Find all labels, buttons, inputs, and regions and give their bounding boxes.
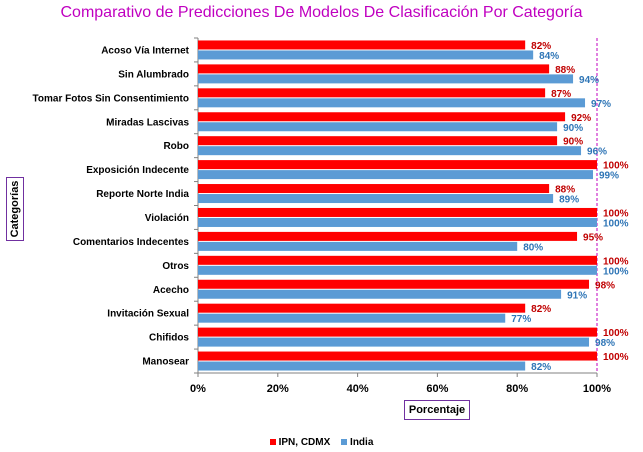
bar-ipn-cdmx — [198, 64, 550, 74]
category-label: Robo — [163, 141, 189, 152]
data-label-india: 82% — [531, 362, 551, 373]
data-label-india: 96% — [587, 147, 607, 158]
bar-ipn-cdmx — [198, 327, 597, 337]
data-label-india: 91% — [567, 290, 587, 301]
category-label: Invitación Sexual — [107, 309, 189, 320]
data-label-india: 80% — [523, 242, 543, 253]
category-label: Manosear — [142, 357, 189, 368]
legend-label-india: India — [350, 437, 374, 448]
bar-ipn-cdmx — [198, 279, 590, 289]
category-label: Sin Alumbrado — [118, 69, 189, 80]
x-tick-label: 60% — [426, 383, 448, 395]
x-axis-title: Porcentaje — [404, 400, 470, 420]
bar-india — [198, 313, 506, 323]
data-label-ipn-cdmx: 88% — [555, 185, 575, 196]
data-label-ipn-cdmx: 87% — [551, 89, 571, 100]
bar-ipn-cdmx — [198, 351, 597, 361]
bar-ipn-cdmx — [198, 303, 526, 313]
category-label: Acoso Vía Internet — [101, 45, 189, 56]
legend-label-ipn: IPN, CDMX — [278, 437, 331, 448]
legend: IPN, CDMX India — [0, 437, 643, 448]
bar-india — [198, 170, 594, 180]
bar-india — [198, 50, 534, 60]
category-label: Reporte Norte India — [96, 189, 189, 200]
legend-swatch-ipn — [269, 439, 276, 446]
bar-india — [198, 241, 518, 251]
data-label-india: 90% — [563, 123, 583, 134]
data-label-india: 99% — [599, 171, 619, 182]
bar-india — [198, 217, 597, 227]
bar-ipn-cdmx — [198, 40, 526, 50]
category-label: Acecho — [153, 285, 189, 296]
bar-ipn-cdmx — [198, 112, 566, 122]
category-label: Miradas Lascivas — [106, 117, 189, 128]
bar-ipn-cdmx — [198, 255, 597, 265]
x-tick-label: 0% — [190, 383, 206, 395]
legend-item-ipn: IPN, CDMX — [269, 437, 331, 448]
bar-ipn-cdmx — [198, 88, 546, 98]
data-label-india: 94% — [579, 75, 599, 86]
data-label-ipn-cdmx: 95% — [583, 232, 603, 243]
category-label: Violación — [145, 213, 189, 224]
data-label-india: 77% — [511, 314, 531, 325]
data-label-ipn-cdmx: 82% — [531, 304, 551, 315]
data-label-ipn-cdmx: 100% — [603, 208, 629, 219]
category-label: Comentarios Indecentes — [73, 237, 190, 248]
category-label: Otros — [162, 261, 189, 272]
data-label-ipn-cdmx: 92% — [571, 113, 591, 124]
data-label-ipn-cdmx: 98% — [595, 280, 615, 291]
bar-ipn-cdmx — [198, 184, 550, 194]
x-tick-label: 80% — [506, 383, 528, 395]
bar-india — [198, 146, 582, 156]
category-label: Tomar Fotos Sin Consentimiento — [33, 93, 189, 104]
legend-item-india: India — [341, 437, 373, 448]
bar-india — [198, 337, 590, 347]
bar-ipn-cdmx — [198, 207, 597, 217]
bar-india — [198, 122, 558, 132]
bar-india — [198, 98, 586, 108]
data-label-ipn-cdmx: 100% — [603, 256, 629, 267]
bar-ipn-cdmx — [198, 231, 578, 241]
bar-ipn-cdmx — [198, 136, 558, 146]
data-label-ipn-cdmx: 90% — [563, 137, 583, 148]
data-label-ipn-cdmx: 100% — [603, 328, 629, 339]
bar-ipn-cdmx — [198, 160, 597, 170]
data-label-ipn-cdmx: 100% — [603, 352, 629, 363]
bar-india — [198, 361, 526, 371]
x-tick-label: 20% — [267, 383, 289, 395]
category-label: Chifidos — [149, 333, 189, 344]
chart-title: Comparativo de Predicciones De Modelos D… — [60, 4, 583, 21]
bar-india — [198, 289, 562, 299]
data-label-ipn-cdmx: 88% — [555, 65, 575, 76]
legend-swatch-india — [341, 439, 348, 446]
bar-india — [198, 74, 574, 84]
data-label-ipn-cdmx: 100% — [603, 161, 629, 172]
x-tick-label: 100% — [583, 383, 611, 395]
data-label-india: 84% — [539, 51, 559, 62]
data-label-ipn-cdmx: 82% — [531, 41, 551, 52]
bar-india — [198, 194, 554, 204]
category-label: Exposición Indecente — [86, 165, 189, 176]
y-axis-title: Categorías — [9, 180, 21, 238]
data-label-india: 89% — [559, 195, 579, 206]
data-label-india: 100% — [603, 218, 629, 229]
data-label-india: 97% — [591, 99, 611, 110]
bar-india — [198, 265, 597, 275]
data-label-india: 100% — [603, 266, 629, 277]
x-tick-label: 40% — [347, 383, 369, 395]
y-axis-title-box: Categorías — [6, 177, 24, 241]
data-label-india: 98% — [595, 338, 615, 349]
